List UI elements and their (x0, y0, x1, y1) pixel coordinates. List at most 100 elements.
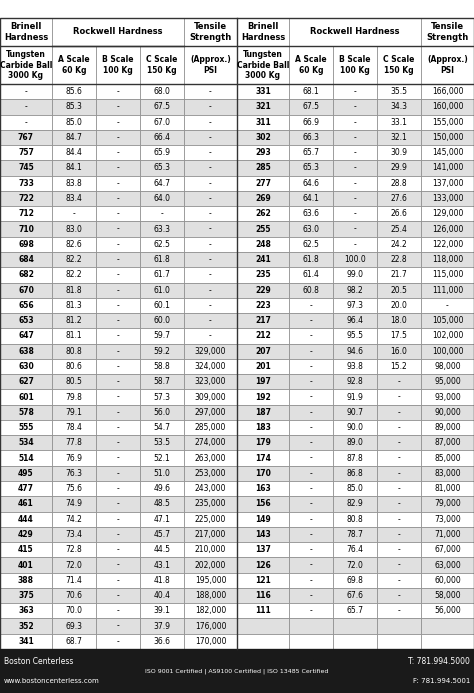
Text: -: - (117, 500, 119, 509)
Text: 179: 179 (255, 439, 271, 448)
Bar (333, 283, 377, 298)
Bar (140, 328, 184, 344)
Text: C Scale
150 Kg: C Scale 150 Kg (383, 55, 415, 75)
Bar (421, 18, 474, 46)
Bar (0, 114, 52, 130)
Bar (140, 99, 184, 114)
Text: 141,000: 141,000 (432, 164, 463, 173)
Bar (289, 542, 333, 557)
Bar (333, 633, 377, 649)
Bar (52, 175, 96, 191)
Text: 81.8: 81.8 (66, 286, 82, 295)
Bar (377, 206, 421, 222)
Text: 415: 415 (18, 545, 34, 554)
Text: -: - (398, 423, 401, 432)
Text: -: - (117, 346, 119, 356)
Text: 217: 217 (255, 316, 271, 325)
Bar (184, 633, 237, 649)
Text: -: - (209, 133, 212, 142)
Bar (140, 344, 184, 359)
Bar (0, 588, 52, 603)
Bar (52, 389, 96, 405)
Bar (0, 527, 52, 542)
Bar (140, 206, 184, 222)
Bar (140, 511, 184, 527)
Text: -: - (310, 561, 312, 570)
Text: -: - (398, 439, 401, 448)
Text: -: - (398, 392, 401, 401)
Text: 477: 477 (18, 484, 34, 493)
Bar (333, 46, 377, 84)
Bar (184, 435, 237, 450)
Bar (0, 46, 52, 84)
Text: Brinell
Hardness: Brinell Hardness (4, 22, 48, 42)
Text: Tensile
Strength: Tensile Strength (190, 22, 232, 42)
Bar (333, 252, 377, 267)
Text: 65.3: 65.3 (302, 164, 319, 173)
Text: ISO 9001 Certified | AS9100 Certified | ISO 13485 Certified: ISO 9001 Certified | AS9100 Certified | … (146, 668, 328, 674)
Bar (421, 313, 474, 328)
Bar (96, 206, 140, 222)
Bar (96, 588, 140, 603)
Bar (0, 344, 52, 359)
Bar (184, 222, 237, 237)
Bar (0, 618, 52, 633)
Bar (421, 328, 474, 344)
Text: 72.0: 72.0 (346, 561, 364, 570)
Text: -: - (209, 118, 212, 127)
Bar (377, 328, 421, 344)
Bar (237, 84, 289, 99)
Text: -: - (209, 255, 212, 264)
Text: 80.8: 80.8 (65, 346, 82, 356)
Text: 331: 331 (255, 87, 271, 96)
Bar (421, 466, 474, 481)
Text: 170,000: 170,000 (195, 637, 226, 646)
Text: 84.4: 84.4 (65, 148, 82, 157)
Bar (0, 557, 52, 572)
Text: 85.6: 85.6 (65, 87, 82, 96)
Text: 52.1: 52.1 (154, 454, 170, 463)
Bar (333, 267, 377, 283)
Text: 59.2: 59.2 (154, 346, 171, 356)
Text: 733: 733 (18, 179, 34, 188)
Bar (184, 130, 237, 145)
Bar (140, 313, 184, 328)
Text: 363: 363 (18, 606, 34, 615)
Bar (237, 160, 289, 175)
Bar (96, 298, 140, 313)
Text: -: - (209, 179, 212, 188)
Bar (333, 84, 377, 99)
Text: 58.8: 58.8 (154, 362, 170, 371)
Text: 90,000: 90,000 (434, 407, 461, 416)
Text: 65.7: 65.7 (302, 148, 319, 157)
Bar (184, 160, 237, 175)
Text: 67,000: 67,000 (434, 545, 461, 554)
Bar (377, 542, 421, 557)
Text: 83.8: 83.8 (65, 179, 82, 188)
Text: Brinell
Hardness: Brinell Hardness (241, 22, 285, 42)
Bar (184, 481, 237, 496)
Bar (52, 466, 96, 481)
Bar (333, 114, 377, 130)
Text: 223: 223 (255, 301, 271, 310)
Text: -: - (161, 209, 164, 218)
Text: A Scale
60 Kg: A Scale 60 Kg (295, 55, 327, 75)
Bar (0, 420, 52, 435)
Bar (377, 633, 421, 649)
Bar (333, 298, 377, 313)
Bar (377, 420, 421, 435)
Text: B Scale
100 Kg: B Scale 100 Kg (339, 55, 371, 75)
Bar (140, 114, 184, 130)
Bar (140, 481, 184, 496)
Bar (289, 511, 333, 527)
Text: 57.3: 57.3 (154, 392, 171, 401)
Text: -: - (209, 301, 212, 310)
Bar (333, 542, 377, 557)
Text: -: - (117, 148, 119, 157)
Text: 66.3: 66.3 (302, 133, 319, 142)
Bar (377, 145, 421, 160)
Text: -: - (310, 301, 312, 310)
Text: -: - (354, 225, 356, 234)
Text: 82.6: 82.6 (65, 240, 82, 249)
Bar (0, 191, 52, 206)
